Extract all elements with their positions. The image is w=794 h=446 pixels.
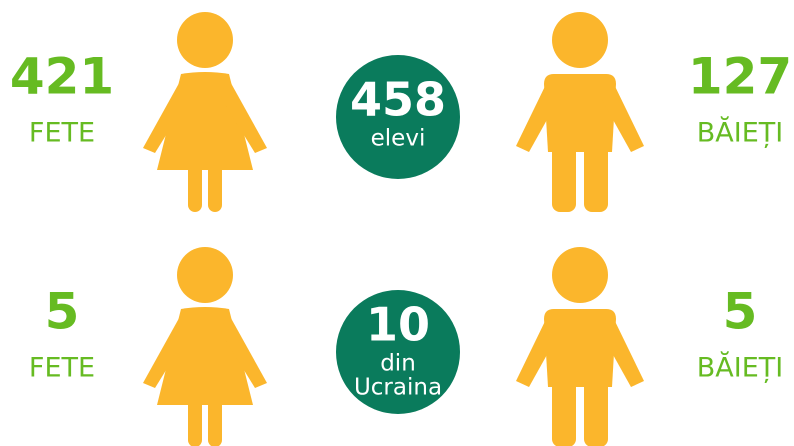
girl-icon <box>143 12 267 212</box>
center-count: 458 <box>350 73 446 127</box>
head <box>177 247 233 303</box>
girls-count: 421 <box>10 48 114 106</box>
leg <box>188 395 202 446</box>
arm <box>602 76 644 152</box>
arm <box>602 311 644 387</box>
leg <box>552 140 576 212</box>
center-label: Ucraina <box>354 375 442 401</box>
leg <box>584 140 608 212</box>
girls-label: FETE <box>29 353 95 384</box>
leg <box>584 375 608 446</box>
center-circle <box>336 55 460 179</box>
center-label: elevi <box>371 126 426 152</box>
girl-icon <box>143 247 267 446</box>
center-count: 10 <box>366 298 430 352</box>
center-label: din <box>380 351 416 377</box>
boy-icon <box>516 247 644 446</box>
leg <box>552 375 576 446</box>
leg <box>208 160 222 212</box>
arm <box>221 76 267 153</box>
head <box>552 247 608 303</box>
girls-label: FETE <box>29 118 95 149</box>
head <box>552 12 608 68</box>
boys-label: BĂIEȚI <box>697 116 783 149</box>
arm <box>516 311 558 387</box>
torso <box>544 74 616 152</box>
arm <box>143 311 189 388</box>
leg <box>208 395 222 446</box>
boys-label: BĂIEȚI <box>697 351 783 384</box>
boy-icon <box>516 12 644 212</box>
arm <box>221 311 267 388</box>
boys-count: 127 <box>688 48 792 106</box>
arm <box>143 76 189 153</box>
girls-count: 5 <box>45 283 80 341</box>
center-circle <box>336 290 460 414</box>
leg <box>188 160 202 212</box>
boys-count: 5 <box>723 283 758 341</box>
torso <box>544 309 616 387</box>
head <box>177 12 233 68</box>
arm <box>516 76 558 152</box>
